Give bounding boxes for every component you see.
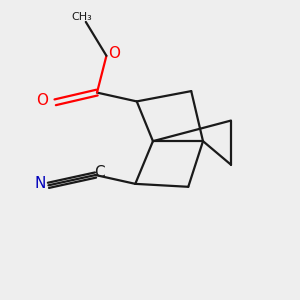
Text: O: O — [36, 93, 48, 108]
Text: O: O — [108, 46, 120, 61]
Text: C: C — [94, 165, 104, 180]
Text: N: N — [34, 176, 46, 191]
Text: CH₃: CH₃ — [71, 13, 92, 22]
